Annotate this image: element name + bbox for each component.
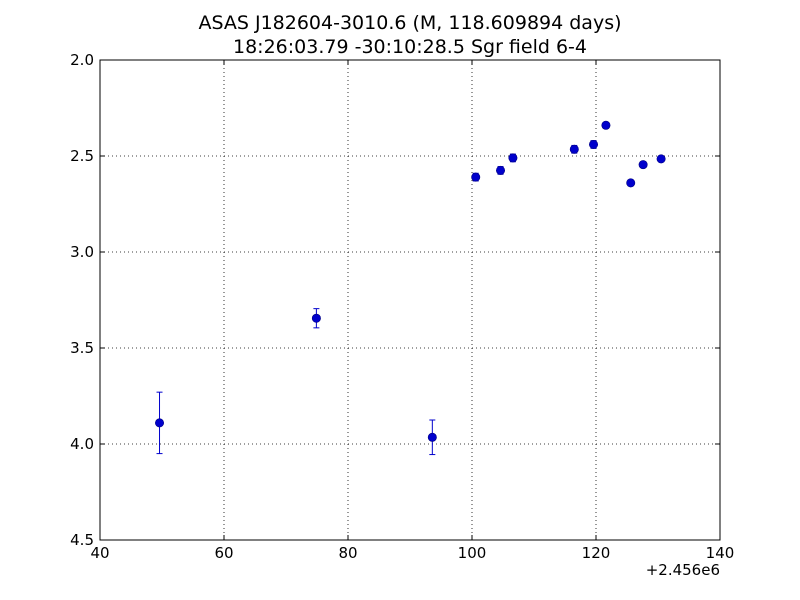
data-point xyxy=(638,160,648,170)
data-point xyxy=(471,172,481,182)
y-tick-labels: 2.0 2.5 3.0 3.5 4.0 4.5 xyxy=(70,51,94,549)
data-point xyxy=(569,144,579,154)
axes-border xyxy=(99,59,721,541)
chart-title: ASAS J182604-3010.6 (M, 118.609894 days) xyxy=(198,12,621,34)
data-point xyxy=(601,120,611,130)
data-point xyxy=(155,418,165,428)
data-point xyxy=(589,139,599,149)
chart-subtitle: 18:26:03.79 -30:10:28.5 Sgr field 6-4 xyxy=(233,36,587,58)
x-tick-label: 40 xyxy=(90,544,109,562)
y-tick-label: 4.5 xyxy=(70,531,94,549)
x-tick-label: 120 xyxy=(582,544,611,562)
x-tick-labels: 40 60 80 100 120 140 xyxy=(90,544,734,562)
data-point xyxy=(427,432,437,442)
x-tick-label: 60 xyxy=(214,544,233,562)
data-point xyxy=(656,154,666,164)
data-point xyxy=(626,178,636,188)
x-offset-label: +2.456e6 xyxy=(646,561,720,579)
y-tick-label: 4.0 xyxy=(70,435,94,453)
y-tick-label: 2.0 xyxy=(70,51,94,69)
grid-layer xyxy=(100,60,720,540)
x-tick-label: 80 xyxy=(338,544,357,562)
data-point xyxy=(508,153,518,163)
x-tick-label: 100 xyxy=(458,544,487,562)
axes-frame xyxy=(100,60,720,540)
y-tick-label: 3.5 xyxy=(70,339,94,357)
plot-area xyxy=(99,59,721,541)
x-tick-label: 140 xyxy=(706,544,735,562)
point-layer xyxy=(155,120,666,442)
data-point xyxy=(496,165,506,175)
data-point xyxy=(311,313,321,323)
y-tick-label: 2.5 xyxy=(70,147,94,165)
y-tick-label: 3.0 xyxy=(70,243,94,261)
